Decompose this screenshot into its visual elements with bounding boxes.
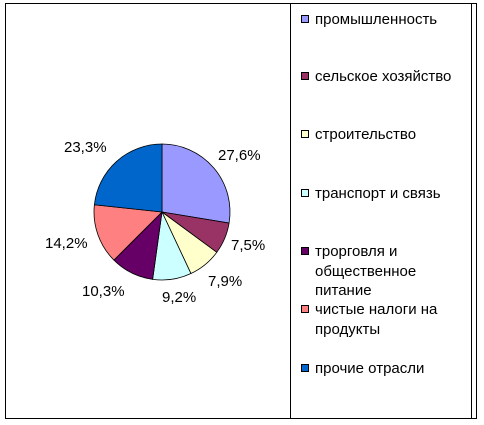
- chart-frame: [5, 3, 477, 419]
- legend-swatch-6: [301, 305, 309, 313]
- legend-label-6: чистые налоги на продукты: [315, 301, 438, 338]
- legend-swatch-1: [301, 15, 309, 23]
- data-label-3: 7,9%: [208, 273, 242, 290]
- data-label-6: 14,2%: [45, 235, 88, 252]
- data-label-4: 9,2%: [162, 289, 196, 306]
- data-label-2: 7,5%: [231, 237, 265, 254]
- legend-swatch-2: [301, 72, 309, 80]
- legend: промышленность сельское хозяйство строит…: [290, 3, 472, 419]
- pie-slice-7: [93, 143, 163, 213]
- legend-swatch-5: [301, 247, 309, 255]
- data-label-1: 27,6%: [218, 147, 261, 164]
- pie-slice-6: [93, 204, 163, 261]
- data-label-7: 23,3%: [64, 139, 107, 156]
- legend-swatch-7: [301, 364, 309, 372]
- legend-label-3: строительство: [315, 126, 417, 143]
- legend-label-4: транспорт и связь: [315, 185, 441, 202]
- legend-label-1: промышленность: [315, 11, 438, 28]
- legend-label-2: сельское хозяйство: [315, 68, 452, 85]
- legend-label-5: трорговля и общественное питание: [315, 243, 417, 299]
- legend-swatch-4: [301, 189, 309, 197]
- legend-label-7: прочие отрасли: [315, 360, 425, 377]
- data-label-5: 10,3%: [82, 283, 125, 300]
- pie-slice-1: [161, 143, 231, 224]
- legend-swatch-3: [301, 130, 309, 138]
